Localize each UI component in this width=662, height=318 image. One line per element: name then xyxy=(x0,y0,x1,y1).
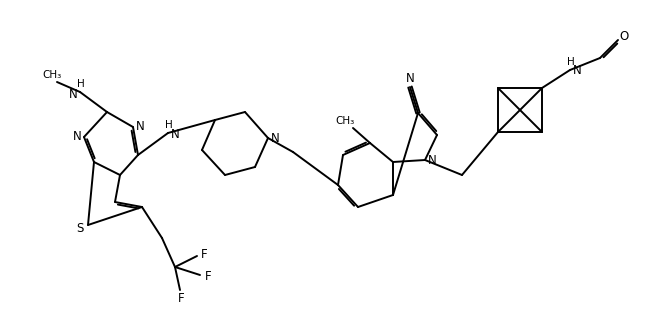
Text: N: N xyxy=(73,129,81,142)
Text: CH₃: CH₃ xyxy=(336,116,355,126)
Text: N: N xyxy=(428,154,436,167)
Text: N: N xyxy=(406,72,414,85)
Text: CH₃: CH₃ xyxy=(42,70,62,80)
Text: F: F xyxy=(205,269,211,282)
Text: H: H xyxy=(77,79,85,89)
Text: F: F xyxy=(201,248,207,261)
Text: N: N xyxy=(171,128,179,141)
Text: F: F xyxy=(177,292,184,305)
Text: N: N xyxy=(136,120,144,133)
Text: N: N xyxy=(69,87,77,100)
Text: N: N xyxy=(271,132,279,144)
Text: S: S xyxy=(76,223,83,236)
Text: N: N xyxy=(573,65,581,78)
Text: H: H xyxy=(567,57,575,67)
Text: H: H xyxy=(165,120,173,130)
Text: O: O xyxy=(620,30,629,43)
